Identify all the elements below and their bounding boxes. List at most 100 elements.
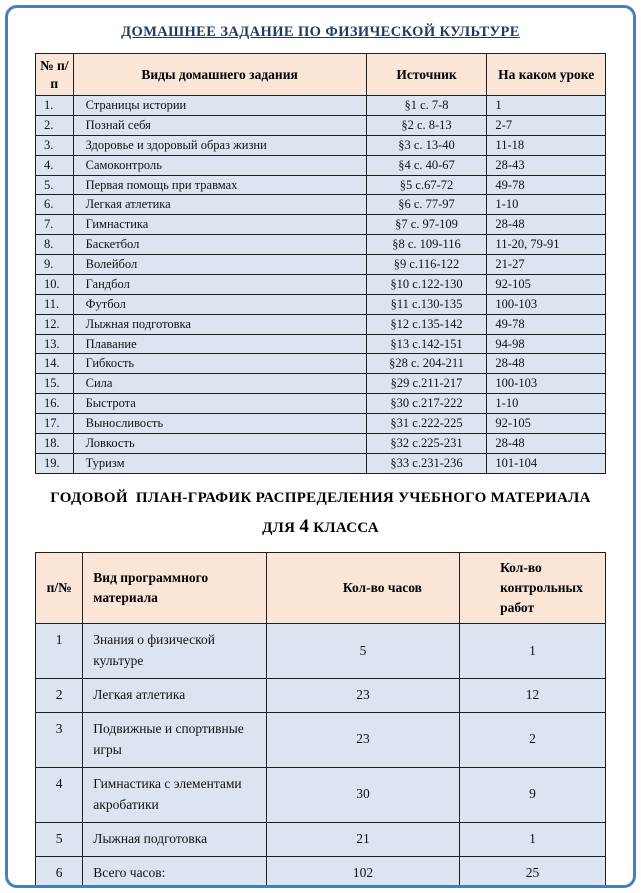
plan-cell: 12 — [459, 678, 606, 714]
homework-cell: §28 с. 204-211 — [365, 353, 488, 375]
plan-cell: 3 — [34, 712, 84, 768]
homework-cell: 17. — [35, 413, 74, 434]
homework-cell: 16. — [35, 393, 74, 415]
homework-cell: 11-20, 79-91 — [486, 234, 606, 256]
homework-cell: Быстрота — [72, 393, 367, 415]
homework-row: 8. Баскетбол §8 с. 109-116 11-20, 79-91 — [35, 234, 606, 256]
homework-cell: §3 с. 13-40 — [365, 134, 488, 156]
homework-cell: §30 с.217-222 — [365, 393, 488, 415]
plan-cell: Легкая атлетика — [82, 678, 267, 714]
plan-row: 2 Легкая атлетика 23 12 — [34, 678, 606, 714]
plan-cell: 21 — [265, 821, 461, 857]
plan-cell: 1 — [34, 623, 84, 680]
homework-cell: Плавание — [72, 333, 367, 355]
plan-cell: 1 — [459, 821, 606, 857]
homework-cell: §11 с.130-135 — [365, 293, 488, 315]
homework-cell: 8. — [35, 234, 74, 256]
homework-cell: §31 с.222-225 — [365, 413, 488, 434]
homework-cell: 28-48 — [486, 353, 606, 375]
homework-cell: Самоконтроль — [72, 154, 367, 176]
homework-cell: §12 с.135-142 — [365, 313, 488, 335]
homework-cell: 11-18 — [486, 134, 606, 156]
homework-cell: Волейбол — [72, 254, 367, 275]
homework-col-header-num: № п/п — [35, 52, 74, 97]
homework-row: 10. Гандбол §10 с.122-130 92-105 — [35, 273, 606, 295]
homework-cell: Гимнастика — [72, 214, 367, 236]
homework-cell: 2-7 — [486, 114, 606, 136]
document-title: ДОМАШНЕЕ ЗАДАНИЕ ПО ФИЗИЧЕСКОЙ КУЛЬТУРЕ — [121, 24, 520, 40]
plan-title-grade: 4 — [299, 516, 310, 538]
homework-row: 12. Лыжная подготовка §12 с.135-142 49-78 — [35, 313, 606, 335]
homework-cell: 11. — [35, 293, 74, 315]
plan-cell: 2 — [459, 712, 606, 768]
homework-row: 16. Быстрота §30 с.217-222 1-10 — [35, 393, 606, 415]
homework-cell: Лыжная подготовка — [72, 313, 367, 335]
homework-row: 4. Самоконтроль §4 с. 40-67 28-43 — [35, 154, 606, 176]
plan-cell: 5 — [265, 623, 461, 680]
homework-cell: Гандбол — [72, 273, 367, 295]
homework-row: 18. Ловкость §32 с.225-231 28-48 — [35, 432, 606, 454]
homework-row: 6. Легкая атлетика §6 с. 77-97 1-10 — [35, 194, 606, 216]
homework-cell: §4 с. 40-67 — [365, 154, 488, 176]
homework-cell: 1-10 — [486, 194, 606, 216]
homework-cell: Выносливость — [72, 413, 367, 434]
homework-cell: 101-104 — [486, 452, 606, 474]
homework-table-header: № п/п Виды домашнего задания Источник На… — [35, 52, 606, 97]
homework-cell: Баскетбол — [72, 234, 367, 256]
homework-cell: §32 с.225-231 — [365, 432, 488, 454]
homework-cell: 14. — [35, 353, 74, 375]
homework-row: 19. Туризм §33 с.231-236 101-104 — [35, 452, 606, 474]
homework-cell: 9. — [35, 254, 74, 275]
homework-cell: §10 с.122-130 — [365, 273, 488, 295]
homework-cell: Познай себя — [72, 114, 367, 136]
homework-row: 15. Сила §29 с.211-217 100-103 — [35, 373, 606, 395]
homework-cell: Сила — [72, 373, 367, 395]
plan-cell: Лыжная подготовка — [82, 821, 267, 857]
plan-cell: 6 — [34, 855, 84, 885]
plan-cell: 1 — [459, 623, 606, 680]
homework-cell: 94-98 — [486, 333, 606, 355]
homework-cell: 10. — [35, 273, 74, 295]
plan-title: ГОДОВОЙ ПЛАН-ГРАФИК РАСПРЕДЕЛЕНИЯ УЧЕБНО… — [35, 486, 606, 544]
homework-cell: §13 с.142-151 — [365, 333, 488, 355]
homework-cell: §7 с. 97-109 — [365, 214, 488, 236]
homework-row: 14. Гибкость §28 с. 204-211 28-48 — [35, 353, 606, 375]
homework-cell: 28-48 — [486, 432, 606, 454]
plan-row: 3 Подвижные и спортивные игры 23 2 — [34, 712, 606, 768]
homework-cell: 4. — [35, 154, 74, 176]
plan-cell: 102 — [265, 855, 461, 885]
homework-row: 13. Плавание §13 с.142-151 94-98 — [35, 333, 606, 355]
plan-cell: 23 — [265, 712, 461, 768]
plan-table: п/№ Вид программного материала Кол-во ча… — [34, 551, 606, 885]
plan-col-header-num: п/№ — [34, 551, 84, 625]
homework-row: 9. Волейбол §9 с.116-122 21-27 — [35, 254, 606, 275]
homework-header-row: № п/п Виды домашнего задания Источник На… — [35, 52, 606, 97]
homework-cell: 1-10 — [486, 393, 606, 415]
homework-col-header-type: Виды домашнего задания — [72, 52, 367, 97]
homework-cell: 28-43 — [486, 154, 606, 176]
plan-col-header-tests: Кол-во контрольных работ — [459, 551, 606, 625]
homework-col-header-source: Источник — [365, 52, 488, 97]
homework-cell: 49-78 — [486, 174, 606, 196]
plan-table-body: 1 Знания о физической культуре 5 1 2 Легкая а… — [34, 623, 606, 885]
homework-row: 5. Первая помощь при травмах §5 с.67-72 49-… — [35, 174, 606, 196]
homework-row: 2. Познай себя §2 с. 8-13 2-7 — [35, 114, 606, 136]
homework-cell: §6 с. 77-97 — [365, 194, 488, 216]
homework-cell: Здоровье и здоровый образ жизни — [72, 134, 367, 156]
homework-cell: 6. — [35, 194, 74, 216]
homework-cell: §5 с.67-72 — [365, 174, 488, 196]
plan-row: 4 Гимнастика с элементами акробатики 30 9 — [34, 766, 606, 823]
plan-cell: Подвижные и спортивные игры — [82, 712, 267, 768]
homework-row: 3. Здоровье и здоровый образ жизни §3 с. 1… — [35, 134, 606, 156]
homework-cell: §29 с.211-217 — [365, 373, 488, 395]
homework-row: 11. Футбол §11 с.130-135 100-103 — [35, 293, 606, 315]
homework-cell: Туризм — [72, 452, 367, 474]
homework-cell: §33 с.231-236 — [365, 452, 488, 474]
homework-cell: 13. — [35, 333, 74, 355]
homework-cell: 7. — [35, 214, 74, 236]
homework-cell: Ловкость — [72, 432, 367, 454]
homework-cell: 1. — [35, 95, 74, 116]
homework-cell: Футбол — [72, 293, 367, 315]
homework-row: 1. Страницы истории §1 с. 7-8 1 — [35, 95, 606, 116]
plan-cell: 23 — [265, 678, 461, 714]
